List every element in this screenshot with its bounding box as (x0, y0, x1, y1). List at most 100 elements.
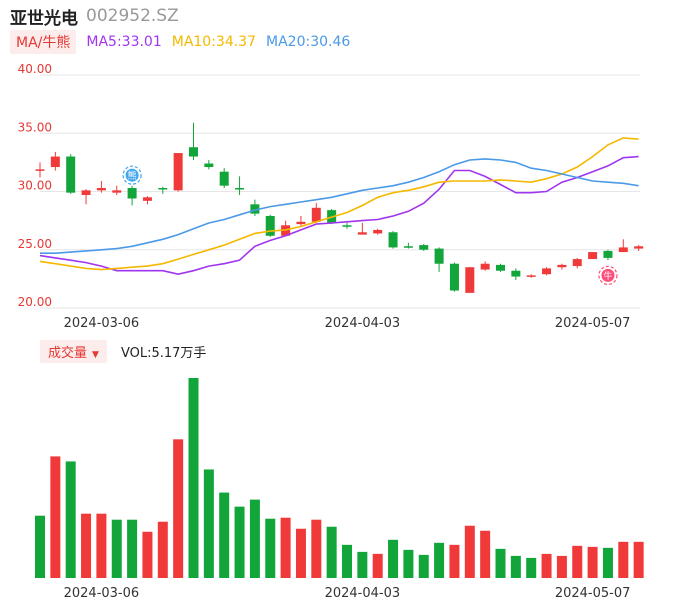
candle-body (235, 188, 245, 190)
bear-badge-icon[interactable]: 熊 (122, 165, 142, 185)
candle-body (265, 215, 275, 236)
volume-bar (50, 456, 61, 578)
volume-bar (234, 506, 245, 578)
ma20-line (40, 158, 639, 254)
candle-body (526, 275, 536, 277)
x-axis-tick-label: 2024-04-03 (325, 316, 401, 331)
marker-dot (601, 268, 615, 282)
volume-bar (572, 545, 583, 578)
candle-body (373, 229, 383, 234)
volume-x-axis-tick-label: 2024-03-06 (64, 586, 140, 601)
volume-bar (372, 553, 383, 578)
y-axis-tick-label: 30.00 (18, 179, 52, 193)
volume-bar (96, 513, 107, 578)
volume-bar (127, 519, 138, 578)
caret-down-icon: ▼ (92, 349, 99, 360)
volume-bar (510, 555, 521, 578)
volume-bar (556, 555, 567, 578)
candle-body (449, 263, 459, 291)
candle-body (403, 246, 413, 248)
volume-x-axis-tick-label: 2024-05-07 (555, 586, 631, 601)
ma10-value: MA10:34.37 (171, 34, 257, 50)
volume-bar (311, 519, 322, 578)
candle-body (296, 221, 306, 225)
candle-body (557, 264, 567, 268)
volume-bar (541, 553, 552, 578)
candle-body (465, 267, 475, 293)
volume-bar (280, 517, 291, 578)
candle-body (66, 156, 76, 193)
volume-bar (403, 549, 414, 578)
marker-glyph: 熊 (128, 170, 137, 182)
candle-body (542, 268, 552, 275)
candle-body (96, 188, 106, 191)
volume-indicator-dropdown[interactable]: 成交量 ▼ (40, 339, 107, 363)
ma10-line (39, 137, 639, 271)
marker-dot (125, 168, 139, 182)
candle-body (50, 156, 60, 168)
ma20-value: MA20:30.46 (266, 34, 351, 50)
ma5-value: MA5:33.01 (86, 34, 162, 50)
y-axis-tick-label: 20.00 (18, 295, 52, 309)
volume-bar (418, 554, 429, 578)
volume-bar (464, 525, 475, 578)
volume-bar (495, 548, 506, 578)
candle-body (511, 270, 521, 277)
candle-body (158, 188, 168, 190)
candle-body (634, 246, 644, 249)
volume-value: VOL:5.17万手 (120, 345, 207, 361)
volume-x-axis-tick-label: 2024-04-03 (325, 586, 401, 601)
candle-body (311, 207, 321, 222)
candle-body (588, 252, 598, 260)
candle-body (112, 190, 122, 193)
volume-bar (526, 557, 537, 578)
volume-bar (602, 547, 613, 578)
volume-bar (188, 378, 199, 578)
candle-body (81, 190, 91, 195)
volume-bar (65, 461, 76, 578)
y-axis-tick-label: 35.00 (18, 120, 52, 134)
volume-bar (357, 551, 368, 578)
ma5-line (39, 155, 639, 276)
candle-body (189, 147, 198, 157)
volume-bar (219, 492, 230, 578)
volume-bar (434, 542, 445, 578)
candle-body (142, 197, 152, 201)
volume-bar (35, 515, 45, 578)
candle-body (618, 247, 628, 253)
volume-legend: 成交量 ▼ VOL:5.17万手 (40, 339, 207, 363)
volume-bar (295, 528, 306, 578)
volume-bar (81, 513, 92, 578)
candle-body (127, 188, 137, 199)
x-axis-tick-label: 2024-05-07 (555, 316, 631, 331)
volume-bar (587, 546, 598, 578)
ma-indicator-toggle-button[interactable]: MA/牛熊 (10, 30, 77, 54)
candle-body (480, 263, 490, 270)
volume-bar (449, 544, 460, 578)
candle-body (357, 232, 367, 235)
volume-bar (142, 531, 153, 578)
y-axis-tick-label: 25.00 (18, 237, 52, 251)
stock-name: 亚世光电 (10, 8, 78, 29)
volume-bar (480, 530, 491, 578)
candle-body (342, 225, 352, 227)
candle-body (388, 232, 398, 248)
volume-bar (157, 521, 168, 578)
candle-body (219, 171, 229, 186)
stock-code: 002952.SZ (86, 6, 179, 26)
candle-body (419, 245, 429, 250)
candle-body (250, 204, 260, 214)
x-axis-tick-label: 2024-03-06 (64, 316, 140, 331)
bull-badge-icon[interactable]: 牛 (598, 265, 618, 285)
candle-body (572, 259, 582, 267)
volume-bar (633, 541, 644, 578)
candle-body (434, 248, 444, 264)
volume-bar (203, 469, 214, 578)
volume-bar (388, 539, 399, 578)
candle-body (204, 163, 214, 168)
volume-bar (265, 518, 276, 578)
marker-glyph: 牛 (603, 270, 612, 282)
volume-bar (618, 541, 629, 578)
volume-bar (342, 544, 352, 578)
